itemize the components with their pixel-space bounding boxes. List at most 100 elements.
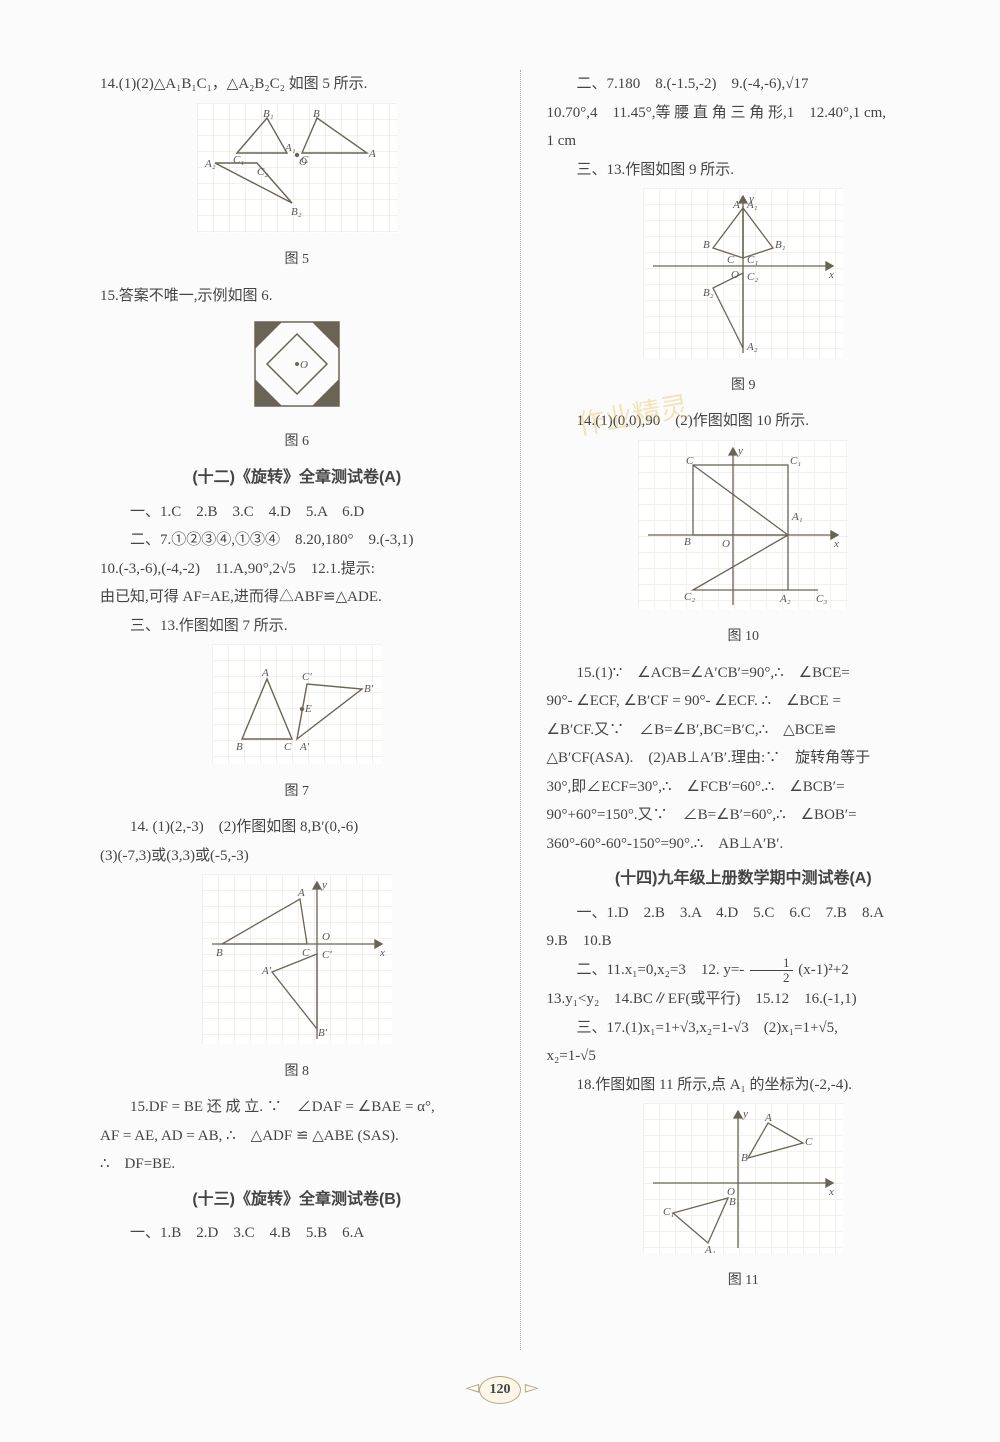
sec12-l1: 一、1.C 2.B 3.C 4.D 5.A 6.D xyxy=(100,498,494,527)
figure-10: C C₁ A₁ O B C₂ A₂ C₃ x y xyxy=(547,440,941,621)
figure-9: A A₁ B B₁ C C₁ O C₂ B₂ A₂ x y xyxy=(547,188,941,369)
r-q15d: △B′CF(ASA). (2)AB⊥A′B′.理由:∵ 旋转角等于 xyxy=(547,744,941,773)
q15-intro: 15.答案不唯一,示例如图 6. xyxy=(100,282,494,311)
sec12-l5: 三、13.作图如图 7 所示. xyxy=(100,612,494,641)
svg-text:A: A xyxy=(261,667,269,679)
sec14-l3: 二、11.x₁=0,x₂=3 12. y=- 12 (x-1)²+2 xyxy=(547,956,941,986)
r-l4: 三、13.作图如图 9 所示. xyxy=(547,156,941,185)
fig5-label: B xyxy=(313,108,320,120)
r-l3: 1 cm xyxy=(547,127,941,156)
svg-text:B: B xyxy=(703,239,710,251)
page-number: ◅ 120 ▻ xyxy=(465,1370,535,1418)
svg-text:A₂: A₂ xyxy=(746,341,758,353)
column-divider xyxy=(520,70,521,1350)
fig6-caption: 图 6 xyxy=(100,429,494,456)
r-q15g: 360°-60°-60°-150°=90°.∴ AB⊥A′B′. xyxy=(547,830,941,859)
svg-text:x: x xyxy=(828,1186,834,1198)
svg-text:B₁: B₁ xyxy=(729,1196,740,1208)
page: 14.(1)(2)△A₁B₁C₁，△A₂B₂C₂ 如图 5 所示. B₁ B xyxy=(0,0,1000,1442)
fig5-label: A₂ xyxy=(204,158,216,170)
svg-text:C₂: C₂ xyxy=(747,271,758,283)
svg-text:O: O xyxy=(731,269,739,281)
svg-text:O: O xyxy=(300,359,308,371)
svg-text:y: y xyxy=(737,445,743,457)
fig5-caption: 图 5 xyxy=(100,247,494,274)
svg-text:C: C xyxy=(686,455,694,467)
svg-text:O: O xyxy=(722,538,730,550)
svg-text:C: C xyxy=(284,741,292,753)
sec12-l3: 10.(-3,-6),(-4,-2) 11.A,90°,2√5 12.1.提示: xyxy=(100,555,494,584)
left-column: 14.(1)(2)△A₁B₁C₁，△A₂B₂C₂ 如图 5 所示. B₁ B xyxy=(100,70,494,1350)
sec13-l1: 一、1.B 2.D 3.C 4.B 5.B 6.A xyxy=(100,1219,494,1248)
svg-text:A: A xyxy=(732,199,740,211)
page-deco-icon: ◅ xyxy=(465,1377,475,1397)
svg-text:B: B xyxy=(216,947,223,959)
svg-text:A: A xyxy=(297,887,305,899)
svg-text:A₁: A₁ xyxy=(704,1244,716,1253)
section-12-title: (十二)《旋转》全章测试卷(A) xyxy=(100,463,494,493)
fig5-label: C₁ xyxy=(233,154,244,166)
svg-text:C: C xyxy=(805,1136,813,1148)
svg-text:x: x xyxy=(833,538,839,550)
svg-text:O: O xyxy=(322,931,330,943)
r-q15b: 90°- ∠ECF, ∠B′CF = 90°- ∠ECF. ∴ ∠BCE = xyxy=(547,687,941,716)
fig5-label: O xyxy=(299,156,307,168)
two-columns: 14.(1)(2)△A₁B₁C₁，△A₂B₂C₂ 如图 5 所示. B₁ B xyxy=(100,70,940,1350)
sec12-q14: 14. (1)(2,-3) (2)作图如图 8,B′(0,-6) xyxy=(100,813,494,842)
fig5-label: A₁ xyxy=(284,142,296,154)
sec12-l4: 由已知,可得 AF=AE,进而得△ABF≌△ADE. xyxy=(100,583,494,612)
fraction-icon: 12 xyxy=(750,956,793,986)
figure-11: A C B O B₁ C₁ A₁ x y xyxy=(547,1103,941,1264)
section-13-title: (十三)《旋转》全章测试卷(B) xyxy=(100,1185,494,1215)
figure-7: A C′ B′ E B C A′ xyxy=(100,644,494,775)
page-num-badge: 120 xyxy=(479,1376,521,1404)
sec12-q15c: ∴ DF=BE. xyxy=(100,1150,494,1179)
svg-text:A′: A′ xyxy=(261,965,272,977)
svg-text:C: C xyxy=(727,254,735,266)
section-14-title: (十四)九年级上册数学期中测试卷(A) xyxy=(547,864,941,894)
svg-text:C₁: C₁ xyxy=(747,254,758,266)
fig7-caption: 图 7 xyxy=(100,779,494,806)
sec12-l2: 二、7.①②③④,①③④ 8.20,180° 9.(-3,1) xyxy=(100,526,494,555)
sec14-l7: 18.作图如图 11 所示,点 A₁ 的坐标为(-2,-4). xyxy=(547,1071,941,1100)
sec14-l5: 三、17.(1)x₁=1+√3,x₂=1-√3 (2)x₁=1+√5, xyxy=(547,1014,941,1043)
page-deco-icon: ▻ xyxy=(525,1377,535,1397)
svg-text:B₂: B₂ xyxy=(703,287,714,299)
svg-text:y: y xyxy=(321,879,327,891)
r-q15a: 15.(1)∵ ∠ACB=∠A′CB′=90°,∴ ∠BCE= xyxy=(547,659,941,688)
fig7-diagram: A C′ B′ E B C A′ xyxy=(212,644,382,764)
fig9-diagram: A A₁ B B₁ C C₁ O C₂ B₂ A₂ x y xyxy=(643,188,843,358)
sec12-q15b: AF = AE, AD = AB, ∴ △ADF ≌ △ABE (SAS). xyxy=(100,1122,494,1151)
fig5-label: A xyxy=(368,148,376,160)
fig5-label: B₂ xyxy=(291,206,302,218)
svg-text:A₂: A₂ xyxy=(779,593,791,605)
figure-6: O xyxy=(100,314,494,425)
svg-text:B: B xyxy=(236,741,243,753)
svg-text:E: E xyxy=(304,703,312,715)
sec12-q15a: 15.DF = BE 还 成 立. ∵ ∠DAF = ∠BAE = α°, xyxy=(100,1093,494,1122)
svg-text:B₁: B₁ xyxy=(775,239,786,251)
svg-text:C₃: C₃ xyxy=(816,593,827,605)
svg-text:A: A xyxy=(764,1112,772,1124)
svg-text:x: x xyxy=(828,269,834,281)
fig11-diagram: A C B O B₁ C₁ A₁ x y xyxy=(643,1103,843,1253)
svg-text:y: y xyxy=(748,193,754,205)
q14-intro: 14.(1)(2)△A₁B₁C₁，△A₂B₂C₂ 如图 5 所示. xyxy=(100,70,494,99)
svg-text:A′: A′ xyxy=(299,741,310,753)
svg-text:B: B xyxy=(741,1152,748,1164)
svg-text:B′: B′ xyxy=(364,683,374,695)
sec14-l2: 9.B 10.B xyxy=(547,927,941,956)
svg-text:B′: B′ xyxy=(318,1027,328,1039)
sec14-l1: 一、1.D 2.B 3.A 4.D 5.C 6.C 7.B 8.A xyxy=(547,899,941,928)
fig10-caption: 图 10 xyxy=(547,624,941,651)
r-q14: 14.(1)(0,0),90 (2)作图如图 10 所示. xyxy=(547,407,941,436)
figure-8: A O B C C′ A′ B′ x y xyxy=(100,874,494,1055)
r-q15e: 30°,即∠ECF=30°,∴ ∠FCB′=60°.∴ ∠BCB′= xyxy=(547,773,941,802)
fig11-caption: 图 11 xyxy=(547,1268,941,1295)
svg-text:B: B xyxy=(684,536,691,548)
r-q15f: 90°+60°=150°.又∵ ∠B=∠B′=60°,∴ ∠BOB′= xyxy=(547,801,941,830)
svg-text:y: y xyxy=(742,1108,748,1120)
figure-5: B₁ B C₁ A₁ C A A₂ C₂ B₂ O xyxy=(100,103,494,244)
svg-text:x: x xyxy=(379,947,385,959)
svg-text:A₁: A₁ xyxy=(791,511,803,523)
